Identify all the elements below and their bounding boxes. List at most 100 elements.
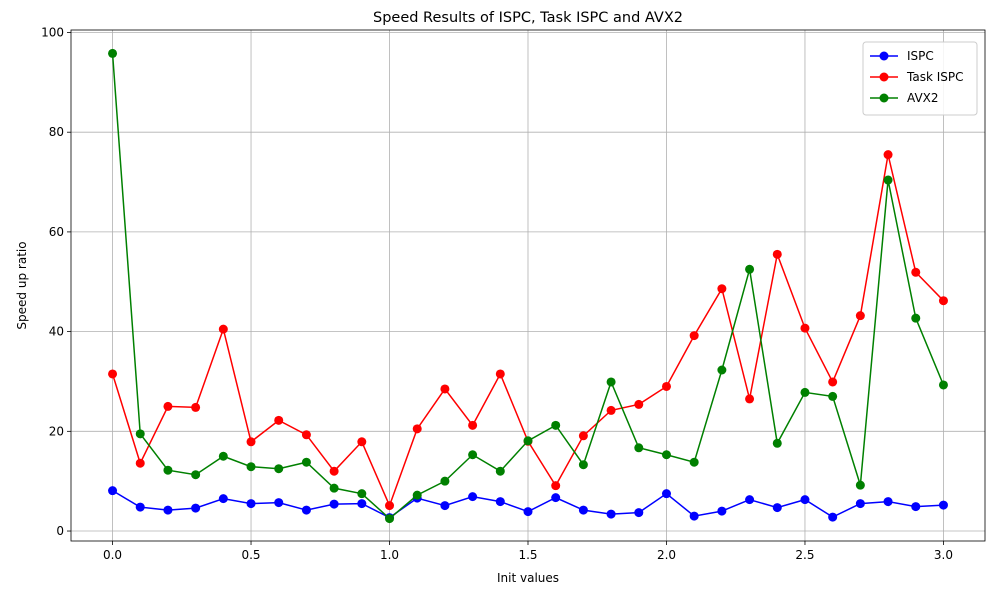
data-point-ispc [911,502,921,512]
grid-lines [71,30,985,541]
y-tick-label: 60 [49,225,64,239]
y-axis-label: Speed up ratio [15,241,29,329]
data-point-avx2 [911,313,921,323]
data-point-ispc [855,499,865,509]
x-tick-label: 0.0 [103,548,122,562]
data-point-ispc [938,500,948,510]
data-point-avx2 [661,450,671,460]
legend-entry-task-ispc: Task ISPC [870,70,963,84]
data-point-ispc [163,505,173,515]
data-point-task-ispc [717,284,727,294]
x-tick-label: 3.0 [934,548,953,562]
legend-entry-ispc: ISPC [870,49,934,63]
data-point-task-ispc [468,420,478,430]
data-point-avx2 [329,483,339,493]
data-point-task-ispc [301,430,311,440]
legend-box [862,41,978,116]
data-point-task-ispc [108,369,118,379]
data-point-task-ispc [938,296,948,306]
data-point-task-ispc [218,324,228,334]
data-point-ispc [634,508,644,518]
legend-label: Task ISPC [906,70,963,84]
data-point-avx2 [495,466,505,476]
data-point-avx2 [800,387,810,397]
data-point-avx2 [274,464,284,474]
data-point-task-ispc [329,466,339,476]
y-tick-label: 40 [49,325,64,339]
data-point-ispc [800,495,810,505]
data-point-avx2 [301,457,311,467]
data-point-ispc [246,499,256,509]
data-point-ispc [440,501,450,511]
data-point-ispc [218,494,228,504]
data-point-ispc [191,503,201,513]
data-point-ispc [717,506,727,516]
data-point-task-ispc [274,415,284,425]
series-group [108,48,948,524]
data-point-ispc [745,495,755,505]
data-point-avx2 [412,490,422,500]
data-point-task-ispc [661,381,671,391]
x-tick-label: 1.5 [518,548,537,562]
data-point-avx2 [551,420,561,430]
data-point-ispc [883,497,893,507]
data-point-ispc [135,502,145,512]
data-point-ispc [661,489,671,499]
data-point-avx2 [468,450,478,460]
data-point-avx2 [523,436,533,446]
data-point-ispc [274,498,284,508]
data-point-ispc [329,499,339,509]
y-tick-label: 80 [49,125,64,139]
data-point-avx2 [191,470,201,480]
data-point-task-ispc [412,424,422,434]
legend-marker [879,72,889,82]
data-point-task-ispc [689,331,699,341]
data-point-ispc [468,492,478,502]
data-point-task-ispc [745,394,755,404]
data-point-task-ispc [495,369,505,379]
data-point-task-ispc [191,402,201,412]
data-point-task-ispc [883,150,893,160]
data-point-ispc [301,505,311,515]
data-point-avx2 [855,480,865,490]
axis-ticks: 0.0 0.5 1.0 1.5 2.0 2.5 3.0 0 20 40 60 80 100 [41,25,953,562]
data-point-ispc [357,499,367,509]
data-point-task-ispc [578,431,588,441]
data-point-task-ispc [357,437,367,447]
data-point-avx2 [772,438,782,448]
legend-entry-avx2: AVX2 [870,91,939,105]
data-point-task-ispc [772,249,782,259]
x-axis-label: Init values [497,571,559,585]
data-point-ispc [108,486,118,496]
series-ispc [108,486,948,523]
data-point-ispc [578,505,588,515]
data-point-ispc [606,509,616,519]
data-point-avx2 [357,489,367,499]
data-point-avx2 [163,465,173,475]
data-point-avx2 [440,476,450,486]
series-avx2 [108,48,948,524]
x-tick-label: 2.5 [795,548,814,562]
data-point-ispc [689,511,699,521]
data-point-task-ispc [634,399,644,409]
x-tick-label: 1.0 [380,548,399,562]
y-tick-label: 0 [56,524,64,538]
data-point-task-ispc [911,267,921,277]
data-point-task-ispc [246,437,256,447]
data-point-avx2 [606,377,616,387]
data-point-avx2 [634,443,644,453]
data-point-avx2 [578,460,588,470]
data-point-avx2 [246,462,256,472]
data-point-ispc [523,507,533,517]
data-point-avx2 [135,429,145,439]
data-point-avx2 [218,451,228,461]
data-point-task-ispc [855,311,865,321]
y-tick-label: 100 [41,25,64,39]
data-point-task-ispc [551,481,561,491]
data-point-avx2 [883,175,893,185]
data-point-avx2 [717,365,727,375]
data-point-ispc [772,503,782,513]
x-tick-label: 2.0 [657,548,676,562]
data-point-task-ispc [828,377,838,387]
data-point-task-ispc [163,401,173,411]
